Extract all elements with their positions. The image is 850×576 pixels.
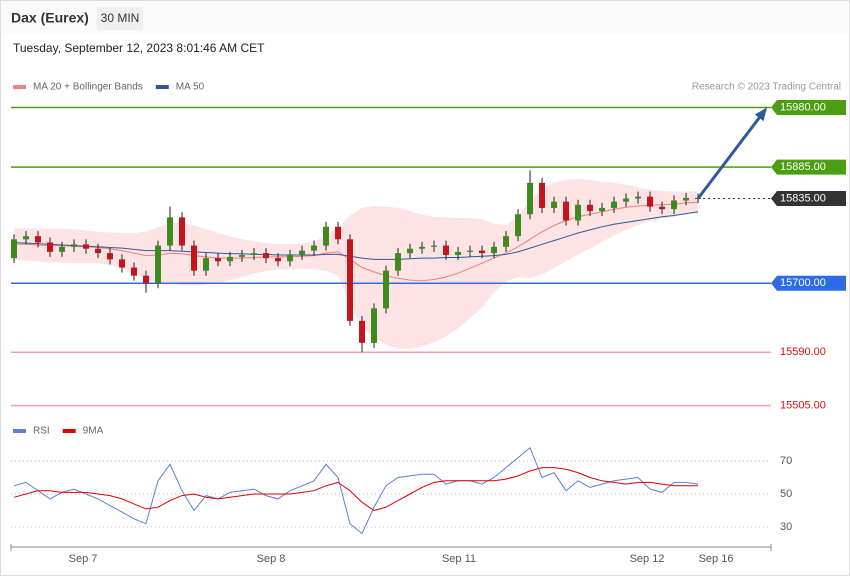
candle-body — [599, 207, 606, 212]
candle-body — [407, 248, 414, 254]
x-tick-label: Sep 16 — [699, 553, 734, 565]
rsi-line — [13, 446, 699, 535]
target-arrowhead — [754, 107, 767, 122]
candle-body — [179, 217, 186, 246]
candle-body — [251, 253, 258, 255]
level-label: 15835.00 — [780, 192, 826, 204]
candle-body — [443, 245, 450, 255]
candle-body — [203, 258, 210, 271]
candle-body — [239, 255, 246, 257]
candle-body — [275, 258, 282, 262]
level-label: 15505.00 — [780, 399, 826, 411]
candle-body — [587, 204, 594, 212]
timeframe: 30 MIN — [101, 11, 140, 25]
level-tag — [771, 191, 846, 207]
candle-body — [59, 246, 66, 252]
level-label: 15980.00 — [780, 101, 826, 113]
candle-body — [491, 246, 498, 254]
candle-body — [419, 246, 426, 249]
level-label: 15885.00 — [780, 161, 826, 173]
candle-body — [143, 275, 150, 284]
rsi-tick-label: 70 — [780, 455, 792, 467]
legend-label: MA 50 — [176, 82, 205, 93]
legend-label: MA 20 + Bollinger Bands — [33, 82, 143, 93]
ma-line — [13, 211, 699, 260]
level-tag — [771, 159, 846, 175]
rsi-line — [13, 467, 698, 512]
candle-body — [95, 248, 102, 254]
candle-body — [347, 239, 354, 321]
candle-body — [455, 251, 462, 255]
candle-body — [311, 245, 318, 251]
candle-body — [635, 196, 642, 199]
candle-body — [323, 226, 330, 246]
rsi-tick-label: 30 — [780, 521, 792, 533]
candle-body — [335, 226, 342, 240]
candle-body — [659, 206, 666, 210]
candle-body — [623, 198, 630, 202]
candle-body — [551, 201, 558, 208]
candle-body — [215, 258, 222, 262]
candle-body — [611, 201, 618, 208]
legend-swatch — [62, 429, 76, 433]
candle-body — [467, 250, 474, 252]
candle-body — [575, 204, 582, 221]
legend-swatch — [13, 85, 26, 89]
subtitle: Tuesday, September 12, 2023 8:01:46 AM C… — [13, 41, 265, 55]
level-label: 15590.00 — [780, 346, 826, 358]
candle-body — [23, 236, 30, 240]
candle-body — [47, 242, 54, 252]
candle-body — [539, 182, 546, 208]
x-tick-label: Sep 11 — [442, 553, 476, 565]
x-tick-label: Sep 12 — [630, 553, 665, 565]
level-label: 15700.00 — [780, 277, 826, 289]
x-tick-label: Sep 7 — [69, 553, 98, 565]
candle-body — [503, 236, 510, 247]
candle-body — [287, 255, 294, 262]
chart-title: Dax (Eurex) — [11, 10, 89, 26]
target-arrow — [696, 113, 764, 200]
candle-body — [299, 250, 306, 255]
candle-body — [119, 259, 126, 268]
candle-body — [431, 245, 438, 247]
x-tick-label: Sep 8 — [257, 553, 286, 565]
candle-body — [515, 214, 522, 237]
candle-body — [683, 197, 690, 201]
bollinger-band — [14, 179, 698, 350]
candle-body — [647, 196, 654, 207]
candle-body — [395, 253, 402, 271]
candle-body — [71, 244, 78, 247]
candle-body — [11, 239, 18, 259]
candle-body — [191, 245, 198, 271]
legend-label: 9MA — [83, 426, 104, 437]
candle-body — [479, 250, 486, 254]
rsi-tick-label: 50 — [780, 488, 792, 500]
candle-body — [263, 253, 270, 259]
candle-body — [131, 267, 138, 276]
candle-body — [371, 308, 378, 343]
source: Research © 2023 Trading Central — [692, 82, 841, 93]
candle-body — [155, 245, 162, 284]
candle-body — [35, 236, 42, 243]
candle-body — [527, 182, 534, 215]
timeframe-box — [97, 7, 143, 30]
candle-body — [383, 270, 390, 309]
level-tag — [771, 100, 846, 116]
ma-line — [14, 201, 699, 282]
candle-body — [167, 217, 174, 246]
candle-body — [671, 200, 678, 210]
candle-body — [107, 253, 114, 260]
legend-swatch — [155, 85, 169, 89]
level-tag — [771, 275, 846, 291]
candle-body — [227, 256, 234, 262]
candle-body — [83, 244, 90, 249]
legend-swatch — [13, 429, 26, 433]
candle-body — [563, 201, 570, 221]
legend-label: RSI — [33, 426, 50, 437]
candle-body — [359, 320, 366, 343]
